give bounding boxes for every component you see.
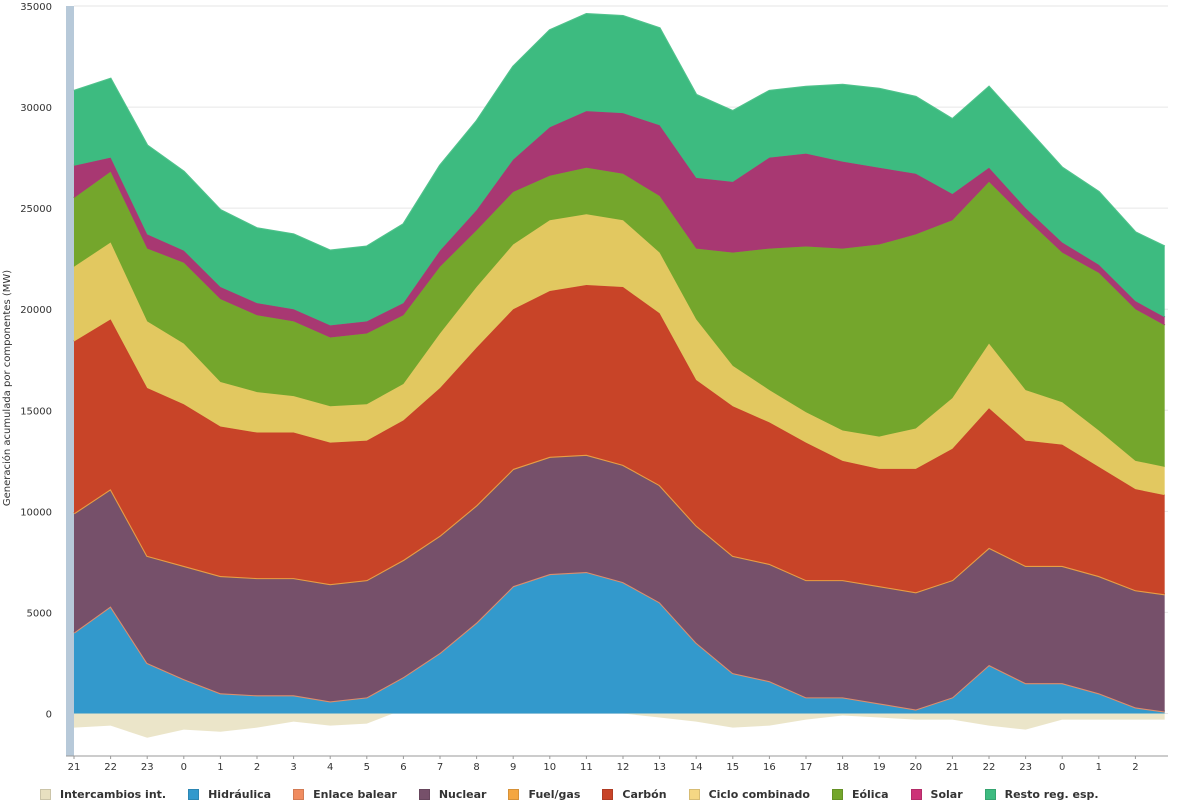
legend: Intercambios int. Hidráulica Enlace balear… [40, 786, 1121, 802]
x-tick-label: 21 [68, 762, 81, 773]
area-intercambios-int [74, 701, 1165, 738]
x-tick-label: 23 [141, 762, 154, 773]
x-tick-label: 13 [653, 762, 666, 773]
y-tick-label: 5000 [27, 608, 52, 619]
legend-swatch [293, 788, 305, 800]
y-tick-label: 30000 [20, 103, 52, 114]
area-eólica [74, 167, 1165, 467]
legend-item[interactable]: Fuel/gas [508, 788, 580, 801]
y-tick-label: 25000 [20, 204, 52, 215]
x-tick-label: 5 [364, 762, 370, 773]
x-tick-label: 2 [254, 762, 260, 773]
legend-item[interactable]: Nuclear [418, 787, 487, 801]
legend-swatch [831, 788, 843, 800]
x-tick-label: 1 [217, 762, 223, 773]
legend-item[interactable]: Eólica [831, 787, 889, 801]
x-tick-label: 7 [437, 762, 443, 773]
legend-label: Solar [930, 787, 963, 801]
legend-swatch [508, 788, 520, 800]
x-axis-ticks: 21 22 23 0 1 2 3 4 5 6 7 8 9 10 11 12 13 14 15 16 17 18 19 20 21… [68, 756, 1139, 773]
y-axis-ticks: 0 5000 10000 15000 20000 25000 30000 35000 [20, 2, 52, 721]
y-axis-label: Generación acumulada por componentes (MW… [1, 270, 13, 506]
legend-item[interactable]: Resto reg. esp. [984, 787, 1099, 801]
legend-item[interactable]: Intercambios int. [40, 788, 166, 801]
legend-item[interactable]: Enlace balear [293, 788, 397, 801]
legend-swatch [188, 788, 200, 800]
legend-swatch [984, 788, 996, 800]
legend-label: Enlace balear [313, 787, 397, 801]
legend-swatch [602, 788, 614, 800]
x-tick-label: 0 [181, 762, 187, 773]
legend-swatch [40, 788, 51, 800]
x-tick-label: 14 [690, 762, 703, 773]
x-tick-label: 20 [909, 762, 922, 773]
legend-swatch [688, 788, 700, 800]
y-tick-label: 10000 [20, 507, 52, 518]
x-tick-label: 19 [873, 762, 886, 773]
x-tick-label: 0 [1059, 762, 1065, 773]
x-tick-label: 12 [617, 762, 630, 773]
legend-item[interactable]: Solar [910, 787, 963, 801]
x-tick-label: 6 [400, 762, 406, 773]
x-tick-label: 11 [580, 762, 593, 773]
stacked-areas [73, 12, 1166, 738]
legend-item[interactable]: Ciclo combinado [688, 787, 810, 801]
legend-swatch [418, 788, 430, 800]
legend-label: Eólica [851, 787, 889, 801]
x-tick-label: 22 [104, 762, 117, 773]
area-solar [74, 111, 1165, 338]
y-tick-label: 35000 [20, 2, 52, 13]
x-tick-label: 22 [983, 762, 996, 773]
legend-label: Nuclear [438, 787, 487, 801]
series-edge-line [73, 12, 1166, 252]
area-nuclear [74, 454, 1165, 712]
legend-label: Carbón [622, 787, 667, 801]
y-tick-label: 15000 [20, 406, 52, 417]
area-ciclo-combinado [74, 214, 1165, 496]
y-tick-label: 0 [46, 710, 52, 721]
area-hidráulica [74, 572, 1165, 714]
legend-label: Intercambios int. [60, 787, 167, 801]
x-tick-label: 10 [543, 762, 556, 773]
x-tick-label: 18 [836, 762, 849, 773]
legend-item[interactable]: Carbón [602, 787, 667, 801]
scroll-handle[interactable] [66, 6, 74, 756]
x-tick-label: 8 [473, 762, 479, 773]
x-tick-label: 1 [1096, 762, 1102, 773]
legend-label: Hidráulica [208, 787, 272, 801]
x-tick-label: 9 [510, 762, 516, 773]
x-tick-label: 21 [946, 762, 959, 773]
legend-label: Fuel/gas [528, 787, 581, 801]
x-tick-label: 3 [290, 762, 296, 773]
x-tick-label: 2 [1132, 762, 1138, 773]
x-tick-label: 4 [327, 762, 333, 773]
x-tick-label: 23 [1019, 762, 1032, 773]
y-tick-label: 20000 [20, 305, 52, 316]
legend-label: Ciclo combinado [708, 787, 810, 801]
x-tick-label: 15 [726, 762, 739, 773]
legend-label: Resto reg. esp. [1004, 787, 1099, 801]
legend-swatch [910, 788, 922, 800]
area-carbón [74, 284, 1165, 595]
legend-item[interactable]: Hidráulica [188, 788, 271, 801]
x-tick-label: 17 [800, 762, 813, 773]
x-tick-label: 16 [763, 762, 776, 773]
